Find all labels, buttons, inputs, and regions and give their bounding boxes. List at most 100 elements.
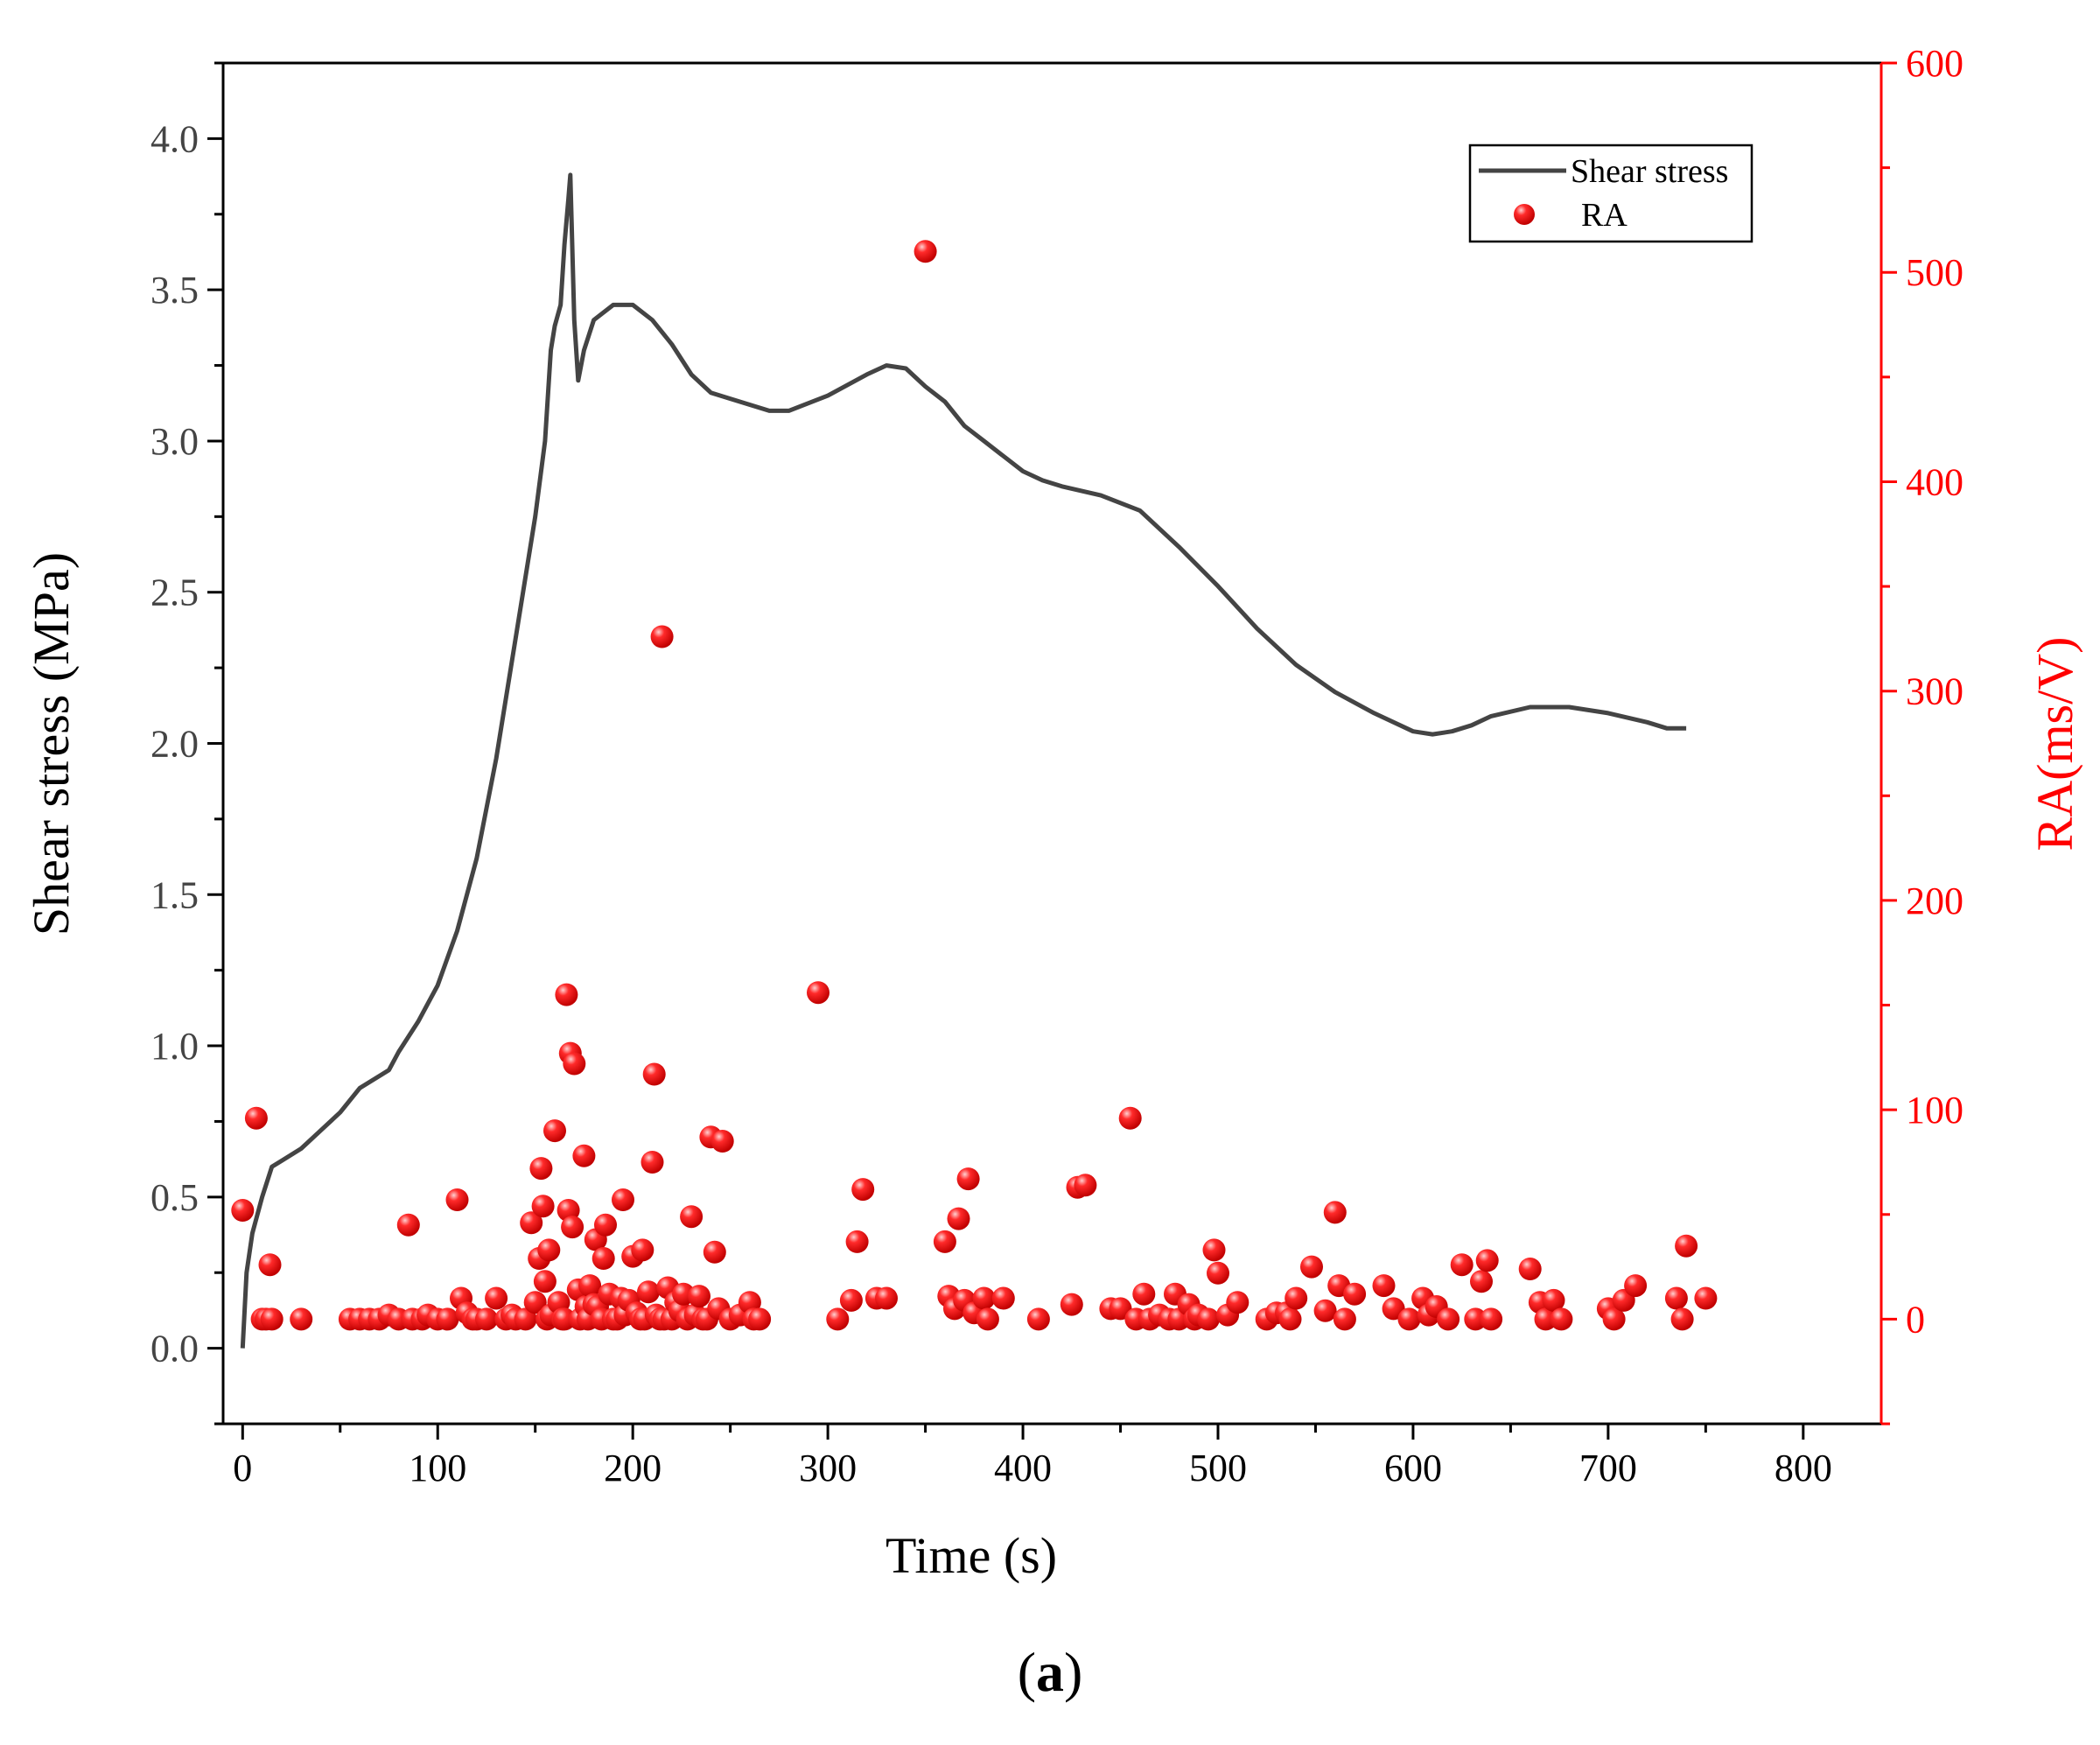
ra-point (520, 1211, 543, 1235)
y-right-tick-label: 500 (1906, 251, 1964, 294)
y-left-axis-title: Shear stress (MPa) (23, 552, 80, 936)
ra-point (1464, 1307, 1488, 1331)
ra-point (1207, 1261, 1229, 1285)
ra-point (537, 1238, 561, 1262)
ra-point (523, 1291, 547, 1314)
ra-point (1323, 1201, 1347, 1224)
ra-point (1624, 1274, 1648, 1298)
ra-point (710, 1130, 734, 1153)
y-right-tick-label: 400 (1906, 460, 1964, 503)
ra-point (991, 1286, 1015, 1310)
y-right-tick-label: 300 (1906, 670, 1964, 713)
ra-point (972, 1286, 996, 1310)
ra-point (1470, 1270, 1493, 1293)
x-tick-label: 300 (799, 1447, 857, 1489)
ra-point (1300, 1255, 1323, 1279)
legend-label-ra: RA (1581, 197, 1628, 234)
legend-box (1468, 144, 1754, 243)
ra-point (543, 1119, 566, 1143)
x-tick-label: 700 (1579, 1447, 1637, 1489)
figure-caption: (a) (1018, 1641, 1083, 1703)
ra-point (572, 1144, 596, 1167)
ra-point (475, 1307, 498, 1331)
ra-point (1202, 1238, 1226, 1262)
ra-point (748, 1307, 772, 1331)
ra-point (561, 1216, 584, 1239)
y-right-tick-label: 100 (1906, 1089, 1964, 1132)
ra-point (445, 1188, 469, 1211)
x-tick-label: 0 (233, 1447, 252, 1489)
ra-point (1118, 1106, 1142, 1130)
ra-point (956, 1167, 980, 1191)
ra-point (553, 1307, 577, 1331)
ra-point (396, 1213, 420, 1237)
ra-point (875, 1286, 898, 1310)
axis-tick-labels: 0 100 200 300 400 500 600 700 800 0.0 0.5 1.0 1.5 2.0… (150, 42, 1964, 1489)
x-tick-label: 500 (1189, 1447, 1247, 1489)
ra-point (244, 1106, 268, 1130)
y-right-axis-title: RA(ms/V) (2026, 637, 2083, 851)
ra-point (1550, 1307, 1573, 1331)
ra-point (485, 1286, 508, 1310)
ra-point (1278, 1307, 1302, 1331)
ra-point (1226, 1291, 1250, 1314)
legend: Shear stress RA (1468, 144, 1754, 243)
ra-points (231, 240, 1718, 1331)
ra-point (1132, 1282, 1156, 1306)
ra-point (807, 981, 830, 1005)
ra-point (592, 1247, 615, 1270)
ra-point (976, 1307, 999, 1331)
y-right-tick-label: 600 (1906, 42, 1964, 85)
ra-point (260, 1307, 284, 1331)
ra-point (514, 1307, 537, 1331)
ra-point (612, 1188, 634, 1211)
ra-point (1602, 1307, 1626, 1331)
ra-point (1534, 1307, 1558, 1331)
ra-point (231, 1199, 255, 1222)
ra-point (1074, 1174, 1097, 1197)
ra-point (436, 1307, 459, 1331)
ra-point (1450, 1253, 1474, 1277)
ra-point (1026, 1307, 1050, 1331)
ra-point (1343, 1282, 1367, 1306)
ra-point (1333, 1307, 1356, 1331)
y-left-tick-label: 3.0 (150, 420, 199, 463)
axes-frame (221, 61, 1883, 1426)
y-left-tick-label: 4.0 (150, 117, 199, 160)
ra-point (563, 1052, 586, 1076)
ra-point (637, 1280, 660, 1304)
y-left-tick-label: 2.0 (150, 723, 199, 766)
legend-ra-swatch (1514, 204, 1535, 225)
ra-point (1313, 1299, 1337, 1322)
caption-open-paren: ( (1018, 1641, 1036, 1703)
ra-point (1664, 1286, 1688, 1310)
y-left-tick-label: 2.5 (150, 571, 199, 614)
ra-point (680, 1205, 704, 1229)
ra-point (555, 983, 578, 1006)
ra-point (1518, 1258, 1542, 1280)
y-right-tick-label: 0 (1906, 1298, 1925, 1341)
caption-letter: a (1036, 1641, 1064, 1703)
ra-point (703, 1240, 726, 1264)
y-right-tick-label: 200 (1906, 880, 1964, 922)
x-axis-title: Time (s) (886, 1527, 1057, 1584)
ra-point (1694, 1286, 1718, 1310)
ra-point (578, 1274, 602, 1298)
x-tick-label: 600 (1384, 1447, 1442, 1489)
ra-point (290, 1307, 313, 1331)
x-tick-label: 400 (994, 1447, 1052, 1489)
shear-stress-line (240, 172, 1687, 1349)
ra-point (1475, 1249, 1499, 1272)
ra-point (826, 1307, 850, 1331)
ra-point (1480, 1307, 1503, 1331)
ra-point (947, 1207, 970, 1230)
y-left-tick-label: 0.0 (150, 1328, 199, 1370)
ra-point (839, 1288, 863, 1312)
x-tick-label: 800 (1774, 1447, 1832, 1489)
ra-point (640, 1151, 664, 1174)
x-tick-label: 100 (409, 1447, 466, 1489)
ra-point (1196, 1307, 1220, 1331)
ra-point (650, 625, 674, 648)
ra-point (845, 1230, 869, 1253)
